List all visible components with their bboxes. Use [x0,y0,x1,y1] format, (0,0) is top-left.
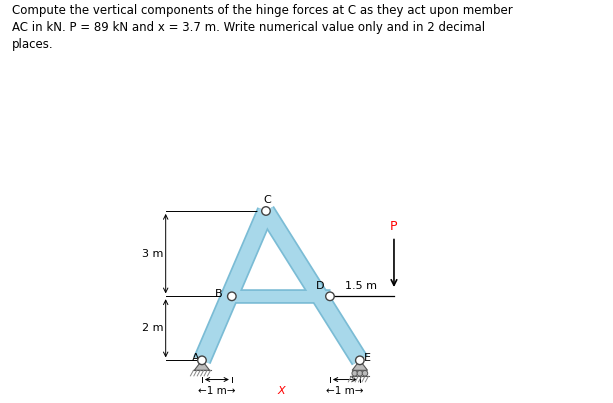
Text: A: A [192,353,200,363]
Circle shape [262,207,270,215]
Text: B: B [215,289,223,299]
Text: 3 m: 3 m [142,249,164,259]
Polygon shape [194,360,210,370]
Circle shape [352,370,357,376]
Text: P: P [390,220,398,233]
Text: E: E [364,353,371,363]
Circle shape [362,370,368,376]
Text: D: D [316,281,325,291]
Text: X: X [277,386,284,395]
Circle shape [326,292,334,301]
Text: ←1 m→: ←1 m→ [326,386,364,395]
Circle shape [356,356,364,365]
Circle shape [197,356,206,365]
Circle shape [357,370,363,376]
Text: Compute the vertical components of the hinge forces at C as they act upon member: Compute the vertical components of the h… [12,4,513,51]
Polygon shape [352,360,368,370]
Text: 2 m: 2 m [142,323,164,333]
Text: C: C [264,195,272,205]
Text: ←1 m→: ←1 m→ [198,386,235,395]
Circle shape [227,292,236,301]
Text: 1.5 m: 1.5 m [345,281,377,291]
